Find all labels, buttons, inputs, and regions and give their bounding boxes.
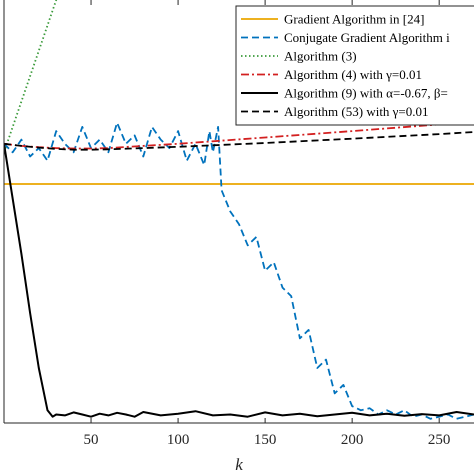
legend-label-6: Algorithm (53) with γ=0.01 — [284, 104, 429, 119]
series-line-6 — [4, 131, 474, 151]
legend: Gradient Algorithm in [24] Conjugate Grad… — [235, 5, 474, 126]
legend-label-2: Conjugate Gradient Algorithm i — [284, 30, 450, 45]
x-tick-label: 100 — [167, 432, 190, 448]
legend-label-5: Algorithm (9) with α=-0.67, β= — [284, 86, 448, 101]
legend-label-1: Gradient Algorithm in [24] — [284, 12, 424, 27]
series-line-2 — [4, 121, 474, 420]
legend-label-3: Algorithm (3) — [284, 49, 357, 64]
series-layer — [4, 0, 474, 420]
x-axis-label: k — [235, 455, 243, 474]
x-tick-label: 200 — [341, 432, 364, 448]
x-tick-label: 150 — [254, 432, 277, 448]
x-tick-label: 50 — [84, 432, 99, 448]
legend-label-4: Algorithm (4) with γ=0.01 — [284, 67, 422, 82]
x-tick-label: 250 — [428, 432, 451, 448]
legend-box — [235, 5, 474, 126]
series-line-5 — [4, 143, 474, 418]
axis-layer: 50 100 150 200 250 k — [3, 0, 474, 474]
